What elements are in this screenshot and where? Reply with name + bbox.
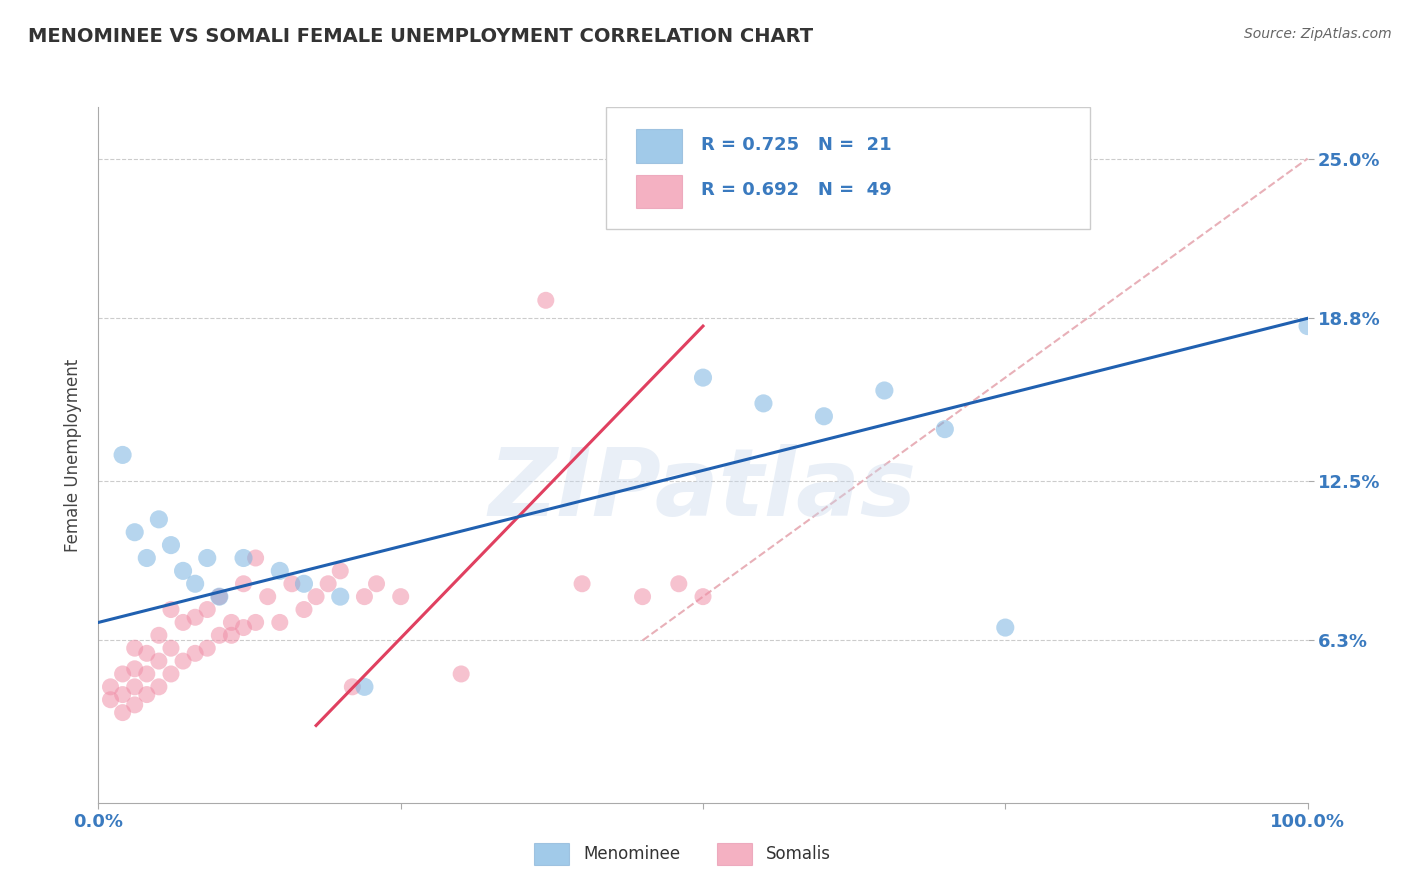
Point bbox=[184, 610, 207, 624]
Y-axis label: Female Unemployment: Female Unemployment bbox=[65, 359, 83, 551]
Point bbox=[668, 576, 690, 591]
Point bbox=[269, 615, 291, 630]
Point bbox=[195, 641, 218, 656]
Point bbox=[534, 293, 557, 308]
Point bbox=[342, 680, 364, 694]
Point bbox=[292, 576, 315, 591]
Point bbox=[124, 641, 146, 656]
Point bbox=[752, 396, 775, 410]
Point bbox=[232, 551, 254, 566]
Point bbox=[124, 680, 146, 694]
Point bbox=[184, 646, 207, 660]
Point bbox=[631, 590, 654, 604]
Point bbox=[208, 590, 231, 604]
Point bbox=[281, 576, 304, 591]
Point bbox=[100, 692, 122, 706]
Text: R = 0.692   N =  49: R = 0.692 N = 49 bbox=[700, 181, 891, 199]
Text: Source: ZipAtlas.com: Source: ZipAtlas.com bbox=[1244, 27, 1392, 41]
Point bbox=[160, 667, 183, 681]
Point bbox=[148, 680, 170, 694]
Point bbox=[245, 615, 267, 630]
Point bbox=[111, 448, 134, 462]
Point bbox=[329, 564, 352, 578]
Point bbox=[172, 564, 194, 578]
Point bbox=[135, 688, 157, 702]
Point bbox=[172, 615, 194, 630]
Point bbox=[184, 576, 207, 591]
Point bbox=[813, 409, 835, 424]
Point bbox=[366, 576, 388, 591]
Point bbox=[292, 602, 315, 616]
Point bbox=[692, 370, 714, 384]
Point bbox=[124, 662, 146, 676]
Point bbox=[316, 576, 339, 591]
Point bbox=[269, 564, 291, 578]
Text: R = 0.725   N =  21: R = 0.725 N = 21 bbox=[700, 136, 891, 153]
Text: MENOMINEE VS SOMALI FEMALE UNEMPLOYMENT CORRELATION CHART: MENOMINEE VS SOMALI FEMALE UNEMPLOYMENT … bbox=[28, 27, 813, 45]
Point bbox=[1296, 319, 1319, 334]
Point bbox=[221, 615, 243, 630]
Point bbox=[353, 680, 375, 694]
Point bbox=[111, 688, 134, 702]
Point bbox=[148, 628, 170, 642]
Text: Menominee: Menominee bbox=[583, 845, 681, 863]
Point bbox=[305, 590, 328, 604]
Point bbox=[571, 576, 593, 591]
Point bbox=[256, 590, 278, 604]
FancyBboxPatch shape bbox=[637, 175, 682, 208]
Point bbox=[389, 590, 412, 604]
Point bbox=[100, 680, 122, 694]
Point bbox=[208, 590, 231, 604]
Point bbox=[221, 628, 243, 642]
Point bbox=[135, 551, 157, 566]
Point bbox=[148, 512, 170, 526]
FancyBboxPatch shape bbox=[637, 129, 682, 162]
Point bbox=[934, 422, 956, 436]
Point bbox=[450, 667, 472, 681]
Point bbox=[245, 551, 267, 566]
Point bbox=[148, 654, 170, 668]
Point bbox=[692, 590, 714, 604]
Point bbox=[160, 641, 183, 656]
Point bbox=[232, 576, 254, 591]
Point bbox=[124, 525, 146, 540]
Point bbox=[232, 621, 254, 635]
Point bbox=[994, 621, 1017, 635]
Point bbox=[208, 628, 231, 642]
Point bbox=[160, 602, 183, 616]
Text: Somalis: Somalis bbox=[766, 845, 831, 863]
Point bbox=[111, 667, 134, 681]
Point bbox=[160, 538, 183, 552]
Point bbox=[124, 698, 146, 712]
Point bbox=[195, 602, 218, 616]
Point bbox=[329, 590, 352, 604]
Point bbox=[873, 384, 896, 398]
Text: ZIPatlas: ZIPatlas bbox=[489, 443, 917, 536]
Point bbox=[353, 590, 375, 604]
Point bbox=[195, 551, 218, 566]
Point bbox=[135, 667, 157, 681]
FancyBboxPatch shape bbox=[606, 107, 1090, 229]
Point bbox=[135, 646, 157, 660]
Point bbox=[111, 706, 134, 720]
Point bbox=[172, 654, 194, 668]
